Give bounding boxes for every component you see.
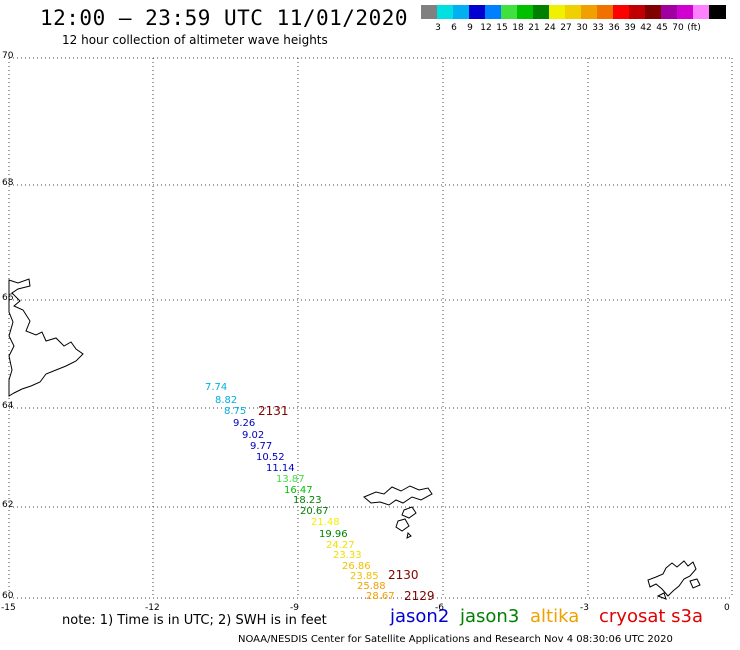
legend-label: 12 — [480, 23, 492, 33]
legend-label: 33 — [592, 23, 604, 33]
wave-height-label: 18.23 — [293, 495, 322, 506]
legend-swatch — [533, 5, 550, 19]
note-text: note: 1) Time is in UTC; 2) SWH is in fe… — [62, 613, 327, 628]
legend-label: 15 — [496, 23, 508, 33]
wave-height-label: 23.33 — [333, 550, 362, 561]
legend-label: 18 — [512, 23, 524, 33]
legend-swatch — [597, 5, 614, 19]
wave-height-label: 16.47 — [284, 485, 313, 496]
wave-height-label: 20.67 — [300, 506, 329, 517]
legend-swatch — [645, 5, 662, 19]
satellite-name: jason3 — [460, 606, 520, 627]
legend-swatch — [485, 5, 502, 19]
pass-time-label: 2131 — [258, 404, 289, 418]
legend-swatch — [613, 5, 630, 19]
legend-swatch — [501, 5, 518, 19]
footer-credit: NOAA/NESDIS Center for Satellite Applica… — [238, 634, 673, 645]
legend-label: 42 — [640, 23, 652, 33]
wave-height-label: 28.67 — [366, 591, 395, 602]
legend-label: 36 — [608, 23, 620, 33]
wave-height-labels: 7.748.828.759.269.029.7710.5211.1413.871… — [205, 382, 395, 602]
pass-time-labels: 2131 2130 2129 — [258, 404, 435, 603]
legend-swatch — [437, 5, 454, 19]
latitude-label: 70 — [2, 51, 14, 61]
legend-label: (ft) — [687, 23, 701, 33]
satellite-name: altika — [530, 606, 580, 627]
wave-height-label: 9.26 — [233, 418, 255, 429]
longitude-label: -3 — [580, 603, 589, 613]
legend-swatch — [693, 5, 710, 19]
legend-swatch — [565, 5, 582, 19]
wave-height-label: 8.75 — [224, 406, 246, 417]
legend-swatch — [661, 5, 678, 19]
satellite-name: cryosat s3a — [599, 606, 704, 627]
legend-label: 30 — [576, 23, 588, 33]
longitude-label: -9 — [290, 603, 299, 613]
legend-swatch — [421, 5, 438, 19]
wave-height-label: 23.85 — [350, 571, 379, 582]
latitude-label: 66 — [2, 293, 14, 303]
shetland-islands — [647, 560, 701, 600]
coastlines — [8, 278, 701, 600]
legend-swatch — [549, 5, 566, 19]
legend-swatch — [629, 5, 646, 19]
longitude-label: -6 — [435, 603, 444, 613]
wave-height-label: 7.74 — [205, 382, 227, 393]
latitude-label: 60 — [2, 591, 14, 601]
satellite-name: jason2 — [390, 606, 450, 627]
legend-label: 3 — [435, 23, 441, 33]
legend-swatch — [709, 5, 726, 19]
legend-label: 70 — [672, 23, 684, 33]
wave-height-label: 13.87 — [276, 474, 305, 485]
legend-swatch — [469, 5, 486, 19]
longitude-label: -15 — [1, 603, 16, 613]
legend-label: 21 — [528, 23, 540, 33]
legend-label: 9 — [467, 23, 473, 33]
legend-swatch — [453, 5, 470, 19]
legend-label: 39 — [624, 23, 636, 33]
legend-swatch — [517, 5, 534, 19]
lat-lon-grid: 70 68 66 64 62 60 -15 -12 -9 -6 -3 0 — [1, 51, 733, 613]
legend-label: 24 — [544, 23, 556, 33]
wave-height-label: 10.52 — [256, 452, 285, 463]
latitude-label: 64 — [2, 401, 14, 411]
wave-height-label: 26.86 — [342, 561, 371, 572]
legend-label: 27 — [560, 23, 572, 33]
latitude-label: 68 — [2, 178, 14, 188]
longitude-label: 0 — [724, 603, 730, 613]
wave-height-label: 21.48 — [311, 517, 340, 528]
faroe-islands — [363, 485, 433, 539]
pass-time-label: 2130 — [388, 568, 419, 582]
iceland-coastline — [8, 278, 84, 397]
wave-height-label: 9.77 — [250, 441, 272, 452]
latitude-label: 62 — [2, 500, 13, 510]
wave-height-label: 9.02 — [242, 430, 264, 441]
wave-height-label: 8.82 — [215, 395, 237, 406]
page-title: 12:00 – 23:59 UTC 11/01/2020 — [40, 6, 409, 30]
legend-swatch — [677, 5, 694, 19]
legend-label: 6 — [451, 23, 457, 33]
wave-height-label: 11.14 — [266, 463, 295, 474]
longitude-label: -12 — [145, 603, 160, 613]
wave-height-label: 25.88 — [357, 581, 386, 592]
wave-height-label: 19.96 — [319, 529, 348, 540]
pass-time-label: 2129 — [404, 589, 435, 603]
legend-swatch — [581, 5, 598, 19]
page-subtitle: 12 hour collection of altimeter wave hei… — [62, 33, 328, 47]
wave-height-label: 24.27 — [326, 540, 355, 551]
legend-label: 45 — [656, 23, 668, 33]
